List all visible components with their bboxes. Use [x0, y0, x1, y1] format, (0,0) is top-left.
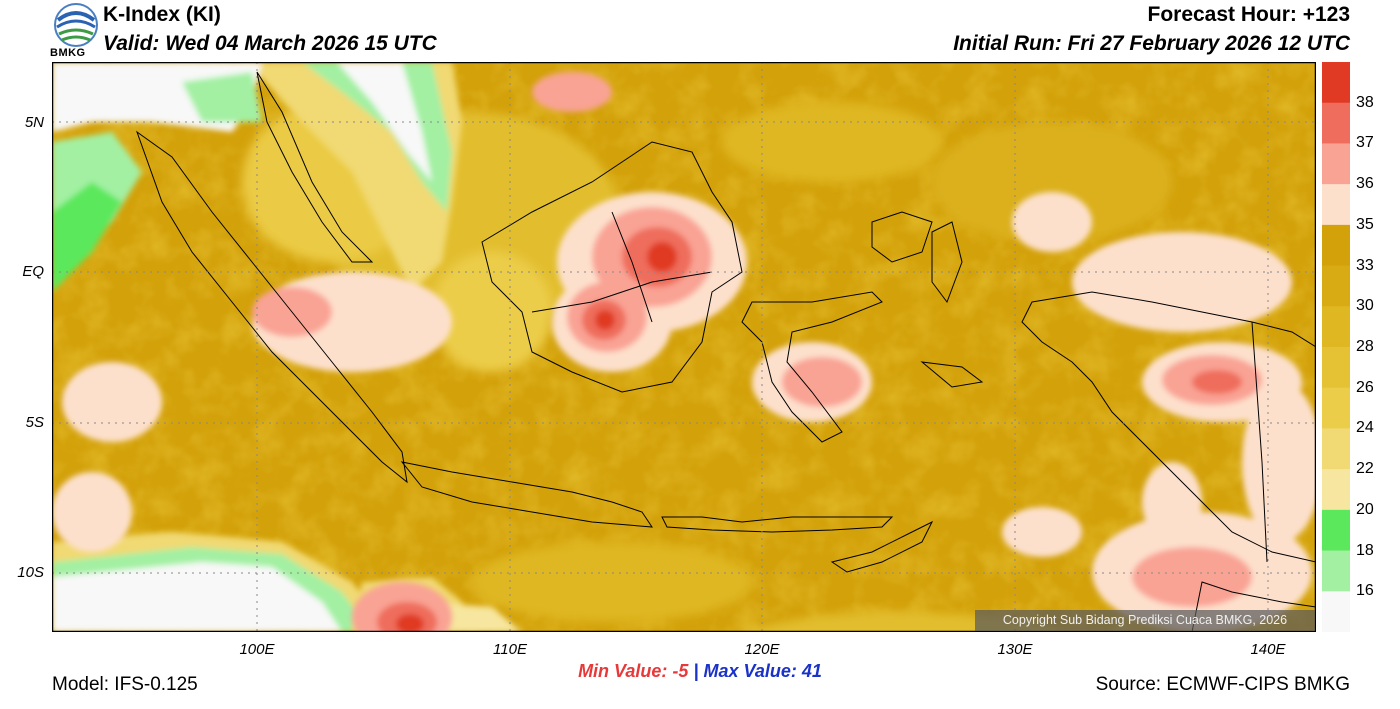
colorbar-segment	[1322, 143, 1350, 185]
min-max-separator: |	[693, 661, 699, 681]
colorbar-label: 36	[1356, 175, 1374, 193]
colorbar-label: 38	[1356, 93, 1374, 111]
colorbar-segment	[1322, 387, 1350, 429]
colorbar-label: 16	[1356, 582, 1374, 600]
colorbar-segment	[1322, 102, 1350, 144]
colorbar-label: 33	[1356, 256, 1374, 274]
max-value-label: Max Value:	[703, 661, 797, 681]
colorbar-label: 37	[1356, 134, 1374, 152]
source-info: Source: ECMWF-CIPS BMKG	[1095, 674, 1350, 695]
colorbar-label: 18	[1356, 541, 1374, 559]
colorbar-segment	[1322, 550, 1350, 592]
colorbar-segment	[1322, 469, 1350, 511]
lon-label-120e: 120E	[744, 641, 780, 658]
lat-label-10s: 10S	[17, 564, 44, 581]
colorbar-segment	[1322, 591, 1350, 632]
lon-label-130e: 130E	[997, 641, 1033, 658]
lon-label-100e: 100E	[239, 641, 275, 658]
forecast-hour: Forecast Hour: +123	[1147, 3, 1351, 26]
colorbar-label: 26	[1356, 378, 1374, 396]
colorbar-segment	[1322, 62, 1350, 104]
colorbar-segment	[1322, 306, 1350, 348]
lat-label-5s: 5S	[25, 414, 44, 431]
colorbar-label: 30	[1356, 297, 1374, 315]
colorbar-label: 20	[1356, 500, 1374, 518]
lat-label-5n: 5N	[24, 114, 44, 131]
field-high	[52, 72, 1316, 632]
colorbar	[1322, 62, 1350, 632]
colorbar-label: 22	[1356, 460, 1374, 478]
model-info: Model: IFS-0.125	[52, 674, 198, 695]
colorbar-label: 28	[1356, 338, 1374, 355]
colorbar-segment	[1322, 265, 1350, 307]
colorbar-label: 24	[1356, 419, 1374, 437]
colorbar-segment	[1322, 224, 1350, 267]
valid-time: Valid: Wed 04 March 2026 15 UTC	[103, 32, 437, 55]
initial-run: Initial Run: Fri 27 February 2026 12 UTC	[953, 32, 1350, 55]
min-max-values: Min Value: -5 | Max Value: 41	[0, 661, 1400, 682]
bmkg-logo	[52, 2, 100, 60]
lon-label-110e: 110E	[493, 641, 527, 658]
max-value: 41	[801, 661, 822, 681]
copyright-notice: Copyright Sub Bidang Prediksi Cuaca BMKG…	[975, 610, 1315, 631]
min-value: -5	[672, 661, 689, 681]
gridlines	[52, 62, 1316, 632]
colorbar-segment	[1322, 347, 1350, 389]
colorbar-label: 35	[1356, 215, 1374, 233]
k-index-map	[52, 62, 1316, 632]
lat-label-eq: EQ	[22, 263, 44, 280]
min-value-label: Min Value:	[578, 661, 668, 681]
coastlines	[135, 71, 1316, 632]
lon-label-140e: 140E	[1250, 641, 1286, 658]
colorbar-segment	[1322, 184, 1350, 226]
logo-text: BMKG	[50, 47, 86, 59]
colorbar-segment	[1322, 428, 1350, 470]
page-title: K-Index (KI)	[103, 3, 221, 26]
colorbar-segment	[1322, 509, 1350, 552]
